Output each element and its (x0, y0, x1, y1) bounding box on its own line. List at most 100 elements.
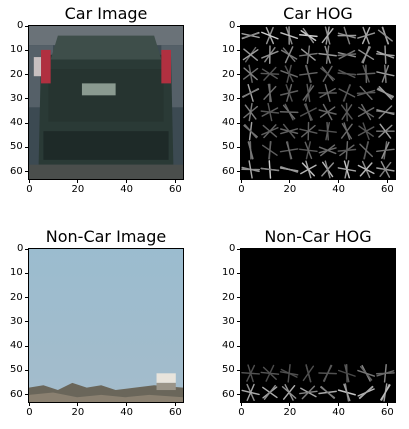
x-tick-mark (77, 180, 79, 183)
y-tick-mark (25, 49, 28, 51)
hog-stroke (268, 141, 272, 160)
hog-stroke (301, 124, 316, 138)
y-tick-label: 0 (229, 20, 236, 32)
hog-stroke (246, 364, 256, 382)
hog-stroke (242, 49, 259, 61)
y-tick-label: 20 (222, 68, 235, 80)
y-tick-mark (25, 248, 28, 250)
x-tick-mark (289, 180, 291, 183)
hog-stroke (299, 390, 318, 395)
x-tick-label: 0 (26, 407, 33, 418)
y-tick-mark (237, 146, 240, 148)
y-tick-mark (25, 297, 28, 299)
y-tick-mark (237, 25, 240, 27)
hog-stroke (262, 124, 278, 138)
y-tick-label: 30 (10, 315, 23, 327)
y-tick-label: 20 (10, 68, 23, 80)
x-tick-mark (174, 403, 176, 406)
hog-stroke (337, 148, 357, 152)
hog-stroke (248, 141, 254, 160)
hog-stroke (376, 109, 395, 116)
car-hog-axes (240, 25, 396, 180)
hog-stroke (318, 129, 337, 133)
x-tick-mark (289, 403, 291, 406)
hog-stroke (281, 386, 297, 399)
hog-stroke (248, 160, 253, 179)
y-tick-mark (237, 369, 240, 371)
y-tick-label: 20 (222, 291, 235, 303)
y-tick-mark (237, 74, 240, 76)
hog-stroke (244, 123, 258, 139)
hog-stroke (320, 385, 335, 399)
hog-stroke (359, 143, 373, 158)
non-car-image-picture (29, 249, 183, 402)
hog-stroke (343, 122, 351, 141)
x-tick-mark (174, 180, 176, 183)
x-tick-mark (338, 403, 340, 406)
y-tick-label: 30 (222, 315, 235, 327)
x-tick-label: 40 (120, 184, 133, 195)
x-tick-label: 20 (71, 184, 85, 195)
y-tick-mark (25, 321, 28, 323)
hog-stroke (263, 384, 276, 400)
non-car-image-title: Non-Car Image (45, 227, 167, 246)
y-tick-label: 60 (222, 388, 235, 400)
hog-stroke (319, 106, 336, 118)
x-tick-label: 20 (283, 184, 297, 195)
x-tick-mark (126, 403, 128, 406)
hog-stroke (321, 28, 334, 44)
hog-stroke (304, 141, 313, 160)
hog-stroke (378, 86, 393, 100)
hog-stroke (380, 384, 391, 401)
x-tick-label: 40 (332, 407, 345, 418)
hog-stroke (338, 88, 356, 98)
y-tick-mark (25, 272, 28, 274)
hog-stroke (284, 65, 294, 83)
hog-stroke (361, 103, 372, 121)
y-tick-mark (237, 49, 240, 51)
hog-stroke (282, 123, 296, 139)
y-tick-mark (25, 171, 28, 173)
y-tick-mark (25, 345, 28, 347)
hog-stroke (377, 29, 393, 42)
hog-stroke (356, 91, 376, 95)
hog-stroke (321, 162, 335, 177)
y-tick-mark (25, 394, 28, 396)
hog-stroke (300, 30, 317, 42)
hog-stroke (338, 69, 356, 79)
y-tick-mark (237, 297, 240, 299)
hog-stroke (241, 32, 260, 39)
hog-stroke (279, 111, 299, 114)
hog-stroke (279, 167, 299, 172)
y-tick-label: 30 (10, 92, 23, 104)
hog-stroke (305, 364, 312, 383)
y-tick-mark (237, 122, 240, 124)
building (156, 373, 176, 383)
hog-stroke (279, 90, 299, 96)
hog-stroke (325, 45, 330, 64)
non-car-image-axes (28, 248, 184, 403)
y-tick-mark (25, 122, 28, 124)
hog-stroke (384, 45, 387, 65)
hog-stroke (381, 65, 390, 83)
y-tick-mark (237, 345, 240, 347)
x-tick-label: 60 (380, 184, 394, 195)
x-tick-mark (28, 180, 30, 183)
x-tick-mark (28, 403, 30, 406)
y-tick-label: 10 (222, 267, 235, 279)
hog-stroke (343, 383, 351, 402)
y-tick-label: 0 (17, 20, 24, 32)
y-tick-mark (237, 394, 240, 396)
hog-stroke (263, 66, 277, 81)
hog-stroke (337, 369, 356, 377)
hog-stroke (306, 45, 311, 64)
y-tick-label: 30 (222, 92, 235, 104)
y-tick-label: 10 (222, 44, 235, 56)
x-tick-label: 20 (283, 407, 297, 418)
y-tick-label: 10 (10, 267, 23, 279)
hog-stroke (358, 49, 375, 61)
y-tick-mark (237, 321, 240, 323)
hog-stroke (380, 161, 391, 178)
license-plate (81, 83, 116, 96)
